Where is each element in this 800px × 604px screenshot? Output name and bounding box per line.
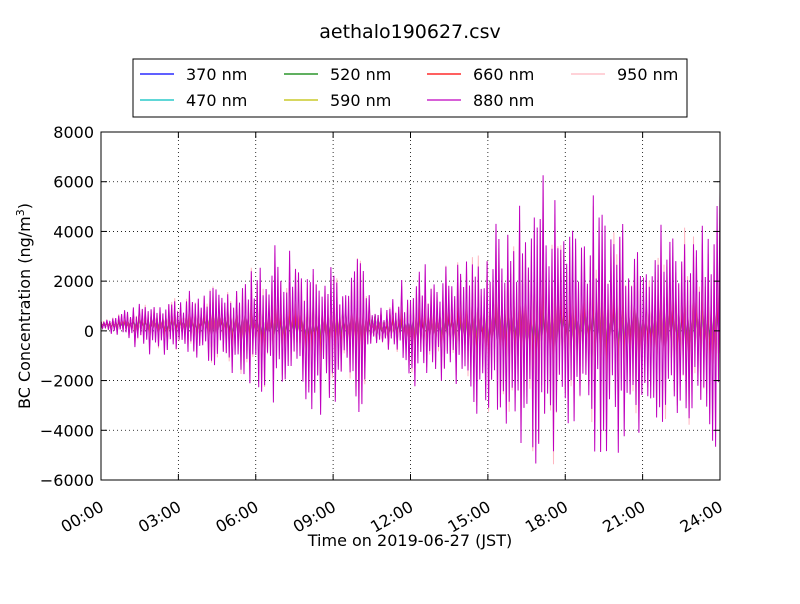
y-tick-label: −2000 [40,372,94,391]
y-axis-label-main: BC Concentration (ng/m [15,216,34,409]
legend-box [132,58,688,118]
y-tick-label: 8000 [53,123,94,142]
y-tick-label: −6000 [40,471,94,490]
x-tick-label: 21:00 [599,497,648,537]
legend-label: 470 nm [186,91,247,110]
y-tick-label: −4000 [40,421,94,440]
y-tick-label: 2000 [53,272,94,291]
chart-title: aethalo190627.csv [319,21,501,43]
x-tick-label: 00:00 [58,497,107,537]
series-line [101,175,720,464]
y-axis-label: BC Concentration (ng/m3) [14,203,35,409]
x-axis-label: Time on 2019-06-27 (JST) [307,531,512,550]
legend-label: 880 nm [473,91,534,110]
legend: 370 nm 470 nm 520 nm 590 nm 660 nm 880 nm 950 … [132,58,688,118]
legend-label: 660 nm [473,65,534,84]
legend-label: 950 nm [617,65,678,84]
legend-label: 590 nm [330,91,391,110]
plot-lines [101,175,720,465]
y-tick-label: 0 [84,322,94,341]
y-axis-label-sup: 3 [14,209,27,216]
y-axis-label-end: ) [15,203,34,209]
x-tick-label: 18:00 [522,497,571,537]
x-tick-label: 06:00 [212,497,261,537]
y-tick-label: 6000 [53,173,94,192]
legend-label: 370 nm [186,65,247,84]
x-tick-label: 03:00 [135,497,184,537]
y-tick-label: 4000 [53,222,94,241]
x-tick-label: 24:00 [677,497,726,537]
legend-label: 520 nm [330,65,391,84]
